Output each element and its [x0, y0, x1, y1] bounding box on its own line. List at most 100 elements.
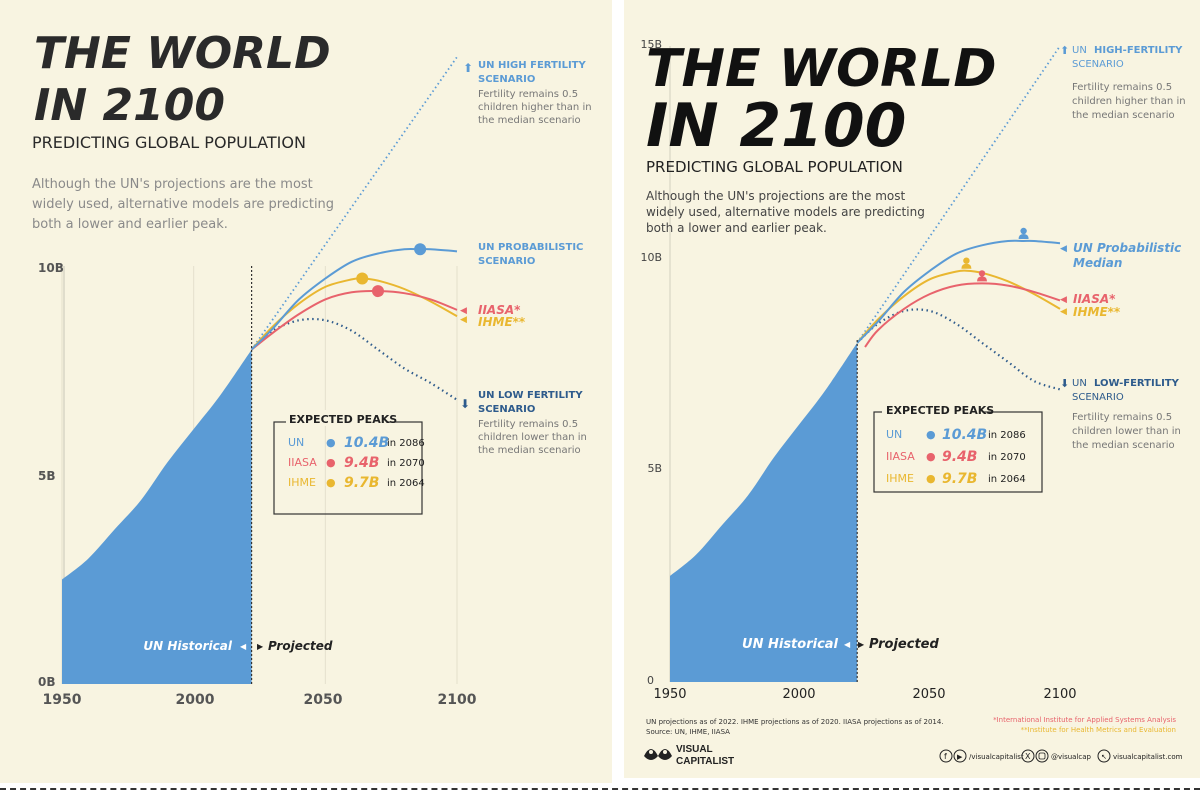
low-note-1: Fertility remains 0.5 [478, 419, 578, 430]
subtitle: PREDICTING GLOBAL POPULATION [32, 133, 306, 152]
x-tick-2100: 2100 [1043, 687, 1076, 702]
x-twitter-icon[interactable]: X [1021, 749, 1035, 763]
peak-value-un: 10.4B [344, 435, 389, 451]
high-note-3: the median scenario [478, 115, 581, 126]
y-tick-10b: 10B [38, 261, 64, 275]
high-title-1: UN HIGH FERTILITY [478, 60, 586, 71]
peak-value-ihme: 9.7B [942, 471, 977, 487]
ihme-label: IHME** [478, 315, 526, 329]
ihme-line [250, 277, 458, 351]
iiasa-arrow-icon: ◀ [460, 306, 467, 316]
ihme-label: IHME** [1073, 305, 1121, 319]
peak-year-iiasa: in 2070 [988, 452, 1026, 463]
x-tick-2050: 2050 [912, 687, 945, 702]
peak-model-iiasa: IIASA [288, 456, 317, 469]
low-fertility-line [250, 317, 458, 401]
social-handle-1[interactable]: /visualcapitalist [969, 753, 1024, 761]
facebook-icon[interactable]: f [939, 749, 953, 763]
iiasa-line [864, 282, 1061, 348]
intro-line-1: Although the UN's projections are the mo… [646, 189, 905, 203]
peak-value-un: 10.4B [942, 427, 987, 443]
peaks-box-title: EXPECTED PEAKS [886, 404, 994, 417]
high-note-1: Fertility remains 0.5 [478, 89, 578, 100]
intro-line-2: widely used, alternative models are pred… [32, 197, 334, 212]
low-note-3: the median scenario [478, 445, 581, 456]
x-tick-1950: 1950 [653, 687, 686, 702]
iiasa-arrow-icon: ◀ [1060, 295, 1067, 305]
svg-text:X: X [1025, 752, 1031, 761]
person-icon: ● [326, 456, 336, 469]
subtitle: PREDICTING GLOBAL POPULATION [646, 158, 903, 176]
instagram-icon[interactable] [1035, 749, 1049, 763]
prob-label-2: SCENARIO [478, 256, 535, 267]
up-arrow-icon: ⬆ [463, 61, 473, 75]
youtube-icon[interactable]: ▶ [953, 749, 967, 763]
historical-area [670, 342, 858, 682]
prob-label-2: Median [1073, 256, 1122, 270]
peak-model-iiasa: IIASA [886, 450, 915, 463]
website-link[interactable]: visualcapitalist.com [1113, 753, 1183, 761]
person-icon: ● [326, 476, 336, 489]
high-title-2: SCENARIO [1072, 59, 1124, 70]
up-arrow-icon: ⬆ [1060, 44, 1069, 57]
high-note-1: Fertility remains 0.5 [1072, 82, 1172, 93]
y-tick-5b: 5B [647, 462, 662, 475]
brand-line-2: CAPITALIST [676, 756, 734, 767]
iiasa-line [250, 290, 458, 351]
peak-year-ihme: in 2064 [988, 474, 1026, 485]
low-fertility-line [856, 308, 1061, 391]
source-line-1: UN projections as of 2022. IHME projecti… [646, 718, 944, 726]
high-title-prefix: UN [1072, 45, 1087, 56]
right-chart-svg: 15B 10B 5B 0 1950 2000 2050 2100 THE WOR… [640, 38, 1186, 767]
person-icon: ● [326, 436, 336, 449]
svg-text:↖: ↖ [1101, 753, 1107, 761]
label-historical: UN Historical [742, 637, 839, 652]
person-icon: ● [926, 472, 936, 485]
iiasa-peak-marker [372, 285, 384, 298]
high-title-1: HIGH-FERTILITY [1094, 45, 1183, 56]
intro-line-2: widely used, alternative models are pred… [646, 205, 925, 219]
high-title-2: SCENARIO [478, 74, 535, 85]
low-title-1: UN LOW FERTILITY [478, 390, 583, 401]
left-arrow-icon: ◀ [844, 640, 851, 649]
low-note-2: children lower than in [478, 432, 587, 443]
low-title-1: LOW-FERTILITY [1094, 378, 1180, 389]
ihme-peak-person-icon [961, 257, 972, 269]
social-handle-2[interactable]: @visualcap [1051, 753, 1092, 761]
down-arrow-icon: ⬇ [1060, 377, 1069, 390]
label-historical: UN Historical [143, 639, 232, 653]
y-tick-0b: 0B [38, 675, 56, 689]
cursor-icon[interactable]: ↖ [1097, 749, 1111, 763]
peak-value-iiasa: 9.4B [942, 449, 977, 465]
low-note-2: children lower than in [1072, 426, 1181, 437]
peak-value-iiasa: 9.4B [344, 455, 379, 471]
intro-line-1: Although the UN's projections are the mo… [32, 177, 313, 192]
left-chart-svg: 10B 5B 0B 1950 2000 2050 2100 THE WORLD … [32, 28, 592, 708]
y-tick-0: 0 [647, 674, 654, 687]
intro-line-3: both a lower and earlier peak. [646, 221, 827, 235]
x-tick-1950: 1950 [43, 692, 82, 708]
high-note-3: the median scenario [1072, 110, 1175, 121]
down-arrow-icon: ⬇ [460, 397, 470, 411]
low-note-3: the median scenario [1072, 440, 1175, 451]
svg-text:f: f [944, 752, 947, 761]
x-tick-2100: 2100 [438, 692, 477, 708]
y-tick-10b: 10B [640, 251, 662, 264]
person-icon: ● [926, 450, 936, 463]
high-fertility-line [250, 56, 458, 351]
prob-label-1: UN PROBABILISTIC [478, 242, 583, 253]
title-line-1: THE WORLD [34, 28, 331, 79]
iiasa-label: IIASA* [1073, 292, 1116, 306]
un-peak-marker [414, 243, 427, 256]
peak-model-ihme: IHME [288, 476, 316, 489]
title-line-2: IN 2100 [646, 91, 906, 161]
y-tick-5b: 5B [38, 469, 56, 483]
high-note-2: children higher than in [1072, 96, 1186, 107]
label-projected: Projected [268, 639, 333, 653]
label-projected: Projected [869, 637, 939, 652]
left-arrow-icon: ◀ [240, 642, 247, 651]
peaks-box-title: EXPECTED PEAKS [289, 413, 397, 426]
right-infographic: 15B 10B 5B 0 1950 2000 2050 2100 THE WOR… [624, 0, 1200, 778]
footnote-2: **Institute for Health Metrics and Evalu… [1021, 726, 1176, 734]
low-title-prefix: UN [1072, 378, 1087, 389]
